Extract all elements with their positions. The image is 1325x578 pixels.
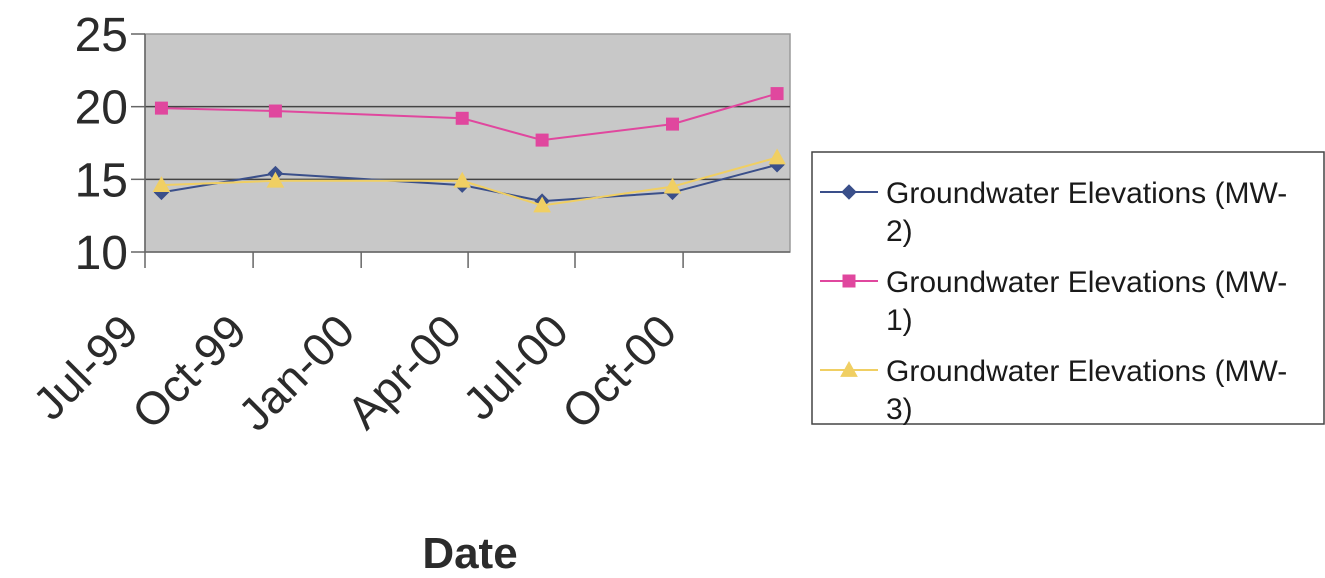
- y-tick-label: 25: [75, 9, 128, 62]
- legend-label: 2): [886, 215, 913, 248]
- data-point: [152, 176, 171, 193]
- data-point: [768, 148, 786, 165]
- x-tick-label: Apr-00: [337, 304, 471, 438]
- x-tick-label: Jul-99: [23, 304, 148, 429]
- y-tick-label: 10: [75, 227, 128, 280]
- data-point: [842, 274, 856, 288]
- legend-label: Groundwater Elevations (MW-: [886, 177, 1287, 210]
- y-tick-label: 15: [75, 154, 128, 207]
- series-line: [161, 92, 778, 142]
- x-axis-title: Date: [422, 529, 517, 578]
- legend-label: 1): [886, 304, 913, 337]
- data-point: [266, 171, 285, 188]
- data-point: [533, 196, 551, 213]
- series-line: [161, 156, 778, 207]
- series: [152, 87, 786, 213]
- data-point: [840, 360, 858, 377]
- legend-box: [811, 151, 1325, 425]
- data-point: [666, 117, 680, 131]
- legend: Groundwater Elevations (MW- 2) Groundwater…: [811, 151, 1325, 426]
- data-point: [453, 171, 472, 188]
- x-tick-label: Jan-00: [228, 304, 364, 440]
- data-point: [535, 133, 549, 147]
- data-point: [154, 101, 168, 115]
- data-point: [455, 111, 469, 125]
- plot-area: [144, 33, 791, 253]
- x-tick-label: Jul-00: [453, 304, 578, 429]
- x-tick-label: Oct-99: [122, 304, 256, 438]
- data-point: [268, 104, 282, 118]
- data-point: [663, 177, 682, 194]
- data-point: [841, 184, 857, 200]
- data-point: [770, 87, 784, 101]
- y-tick-label: 20: [75, 82, 128, 135]
- x-tick-label: Oct-00: [552, 304, 686, 438]
- legend-label: Groundwater Elevations (MW-: [886, 355, 1287, 388]
- legend-label: 3): [886, 393, 913, 426]
- legend-label: Groundwater Elevations (MW-: [886, 266, 1287, 299]
- plot-background: [144, 33, 791, 253]
